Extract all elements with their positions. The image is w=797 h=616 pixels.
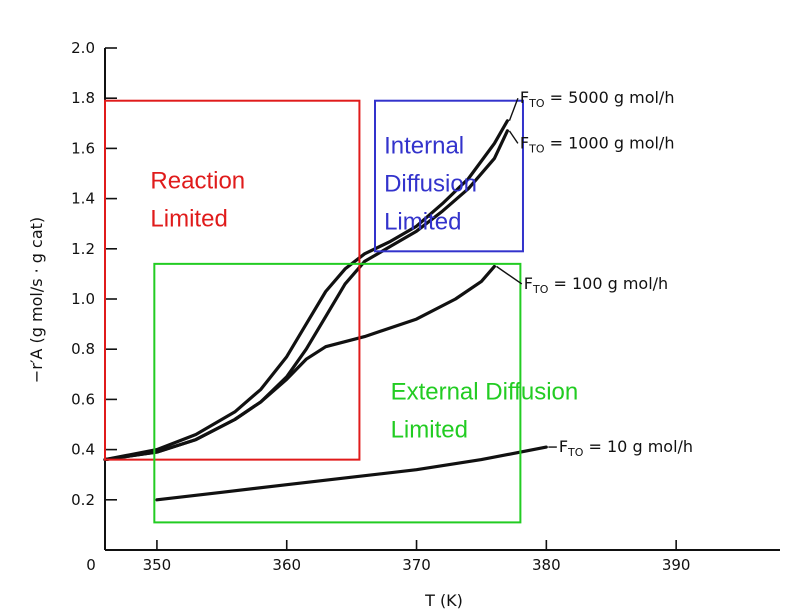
series-line-f100: [103, 264, 496, 462]
series-label-f5000: FTO = 5000 g mol/h: [520, 88, 675, 110]
y-tick-label: 1.4: [71, 190, 95, 208]
y-axis-title: −r′A (g mol/s · g cat): [27, 217, 46, 383]
x-tick-label: 370: [402, 556, 431, 574]
region-label-reaction: Reaction Limited: [150, 168, 245, 233]
region-box-internal: [374, 99, 524, 253]
axes: 0.2 0.4 0.6 0.8 1.0 1.2 1.4 1.6 1.8 2.0 350 360 370 3…: [71, 39, 780, 574]
y-tick-label: 0.8: [71, 340, 95, 358]
y-tick-label: 1.8: [71, 89, 95, 107]
y-tick-label: 2.0: [71, 39, 95, 57]
y-tick-label: 0.4: [71, 441, 95, 459]
region-annotations: Reaction Limited Internal Diffusion Limited E…: [104, 99, 579, 524]
series-line-f10: [155, 445, 548, 502]
y-tick-label: 1.2: [71, 240, 95, 258]
region-box-reaction: [104, 99, 361, 461]
curve-labels: FTO = 5000 g mol/h FTO = 1000 g mol/h FTO …: [496, 88, 693, 459]
x-tick-label: 390: [662, 556, 691, 574]
region-label-internal: Internal Diffusion Limited: [384, 132, 477, 235]
series-label-f1000: FTO = 1000 g mol/h: [520, 133, 675, 155]
x-axis-title: T (K): [424, 591, 463, 610]
region-label-external: External Diffusion Limited: [391, 378, 579, 443]
series-group: [103, 119, 548, 502]
series-label-f10: FTO = 10 g mol/h: [559, 437, 693, 459]
leader-line-f100: [496, 265, 523, 285]
x-tick-label: 380: [532, 556, 561, 574]
x-tick-label: 350: [143, 556, 172, 574]
y-tick-label: 1.6: [71, 139, 95, 157]
y-tick-label: 0.2: [71, 491, 95, 509]
x-origin-label: 0: [86, 556, 96, 574]
y-tick-label: 1.0: [71, 290, 95, 308]
series-label-f100: FTO = 100 g mol/h: [524, 274, 668, 296]
x-tick-label: 360: [272, 556, 301, 574]
y-tick-label: 0.6: [71, 390, 95, 408]
series-line-f5000: [103, 119, 509, 462]
region-box-external: [153, 262, 522, 524]
leader-line-f5000: [508, 97, 519, 122]
leader-line-f1000: [508, 130, 519, 144]
